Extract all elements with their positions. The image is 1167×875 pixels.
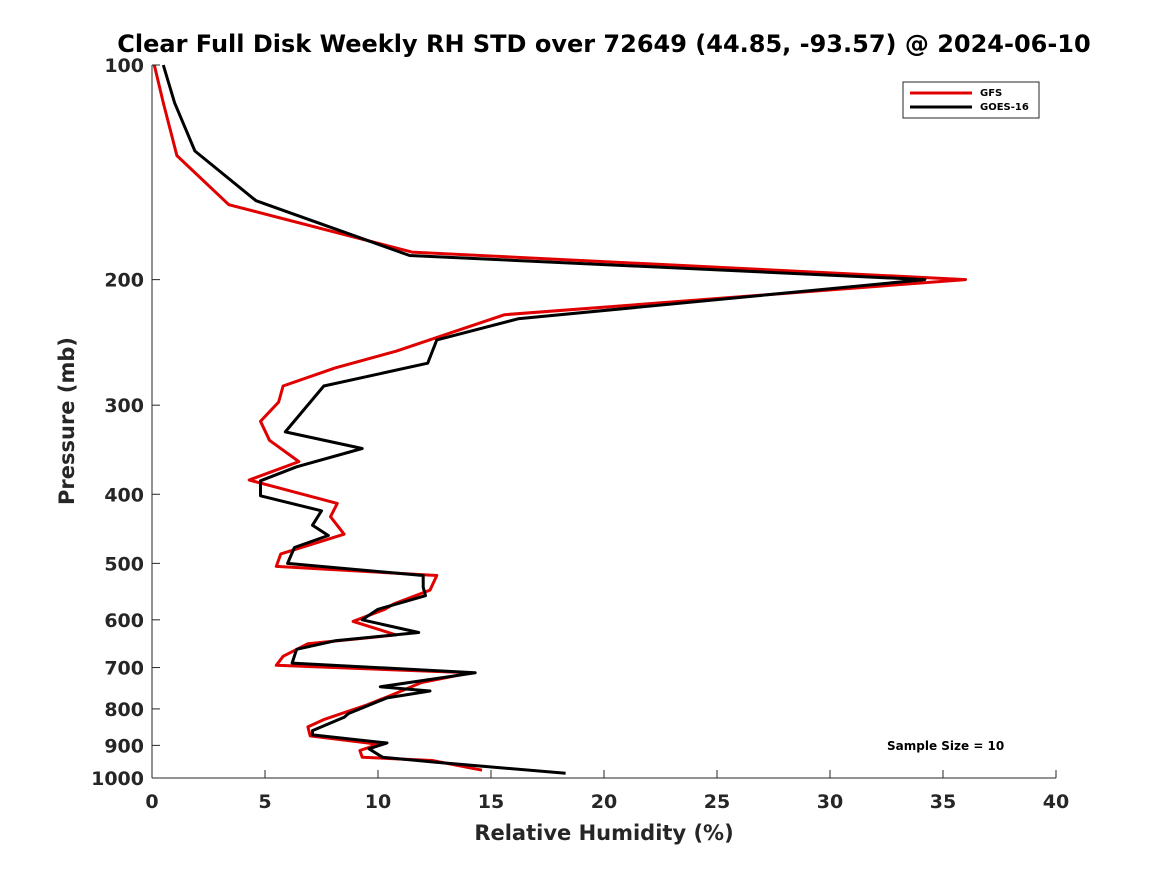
series-line-goes16 xyxy=(161,64,927,775)
x-tick-label: 35 xyxy=(930,791,956,813)
y-ticks: 100 200 300 400 500 600 700 800 900 1000 xyxy=(91,55,160,790)
plot-area: 0 5 10 15 20 25 30 35 40 100 200 300 400 500 600 700 80… xyxy=(91,55,1069,813)
legend-box xyxy=(902,81,1040,119)
series-line-gfs xyxy=(152,64,968,772)
y-tick-label: 100 xyxy=(104,55,144,77)
y-tick-label: 1000 xyxy=(91,768,144,790)
chart-title: Clear Full Disk Weekly RH STD over 72649… xyxy=(117,30,1090,58)
legend: GFS GOES-16 xyxy=(902,81,1040,119)
y-tick-label: 200 xyxy=(104,270,144,292)
x-tick-label: 10 xyxy=(365,791,391,813)
y-axis-label: Pressure (mb) xyxy=(55,337,79,505)
legend-label-goes16: GOES-16 xyxy=(980,102,1029,113)
x-tick-label: 0 xyxy=(145,791,158,813)
y-tick-label: 800 xyxy=(104,699,144,721)
y-tick-label: 900 xyxy=(104,735,144,757)
x-tick-label: 30 xyxy=(817,791,843,813)
sample-size-annotation: Sample Size = 10 xyxy=(887,739,1004,753)
y-tick-label: 700 xyxy=(104,658,144,680)
x-tick-label: 40 xyxy=(1043,791,1069,813)
x-axis-label: Relative Humidity (%) xyxy=(474,821,733,845)
x-tick-label: 15 xyxy=(478,791,504,813)
y-tick-label: 500 xyxy=(104,553,144,575)
x-tick-label: 20 xyxy=(591,791,617,813)
x-ticks: 0 5 10 15 20 25 30 35 40 xyxy=(145,770,1069,813)
y-tick-label: 300 xyxy=(104,395,144,417)
legend-label-gfs: GFS xyxy=(980,88,1002,99)
x-tick-label: 5 xyxy=(258,791,271,813)
y-tick-label: 400 xyxy=(104,484,144,506)
y-tick-label: 600 xyxy=(104,610,144,632)
series-layer xyxy=(152,64,968,775)
x-tick-label: 25 xyxy=(704,791,730,813)
